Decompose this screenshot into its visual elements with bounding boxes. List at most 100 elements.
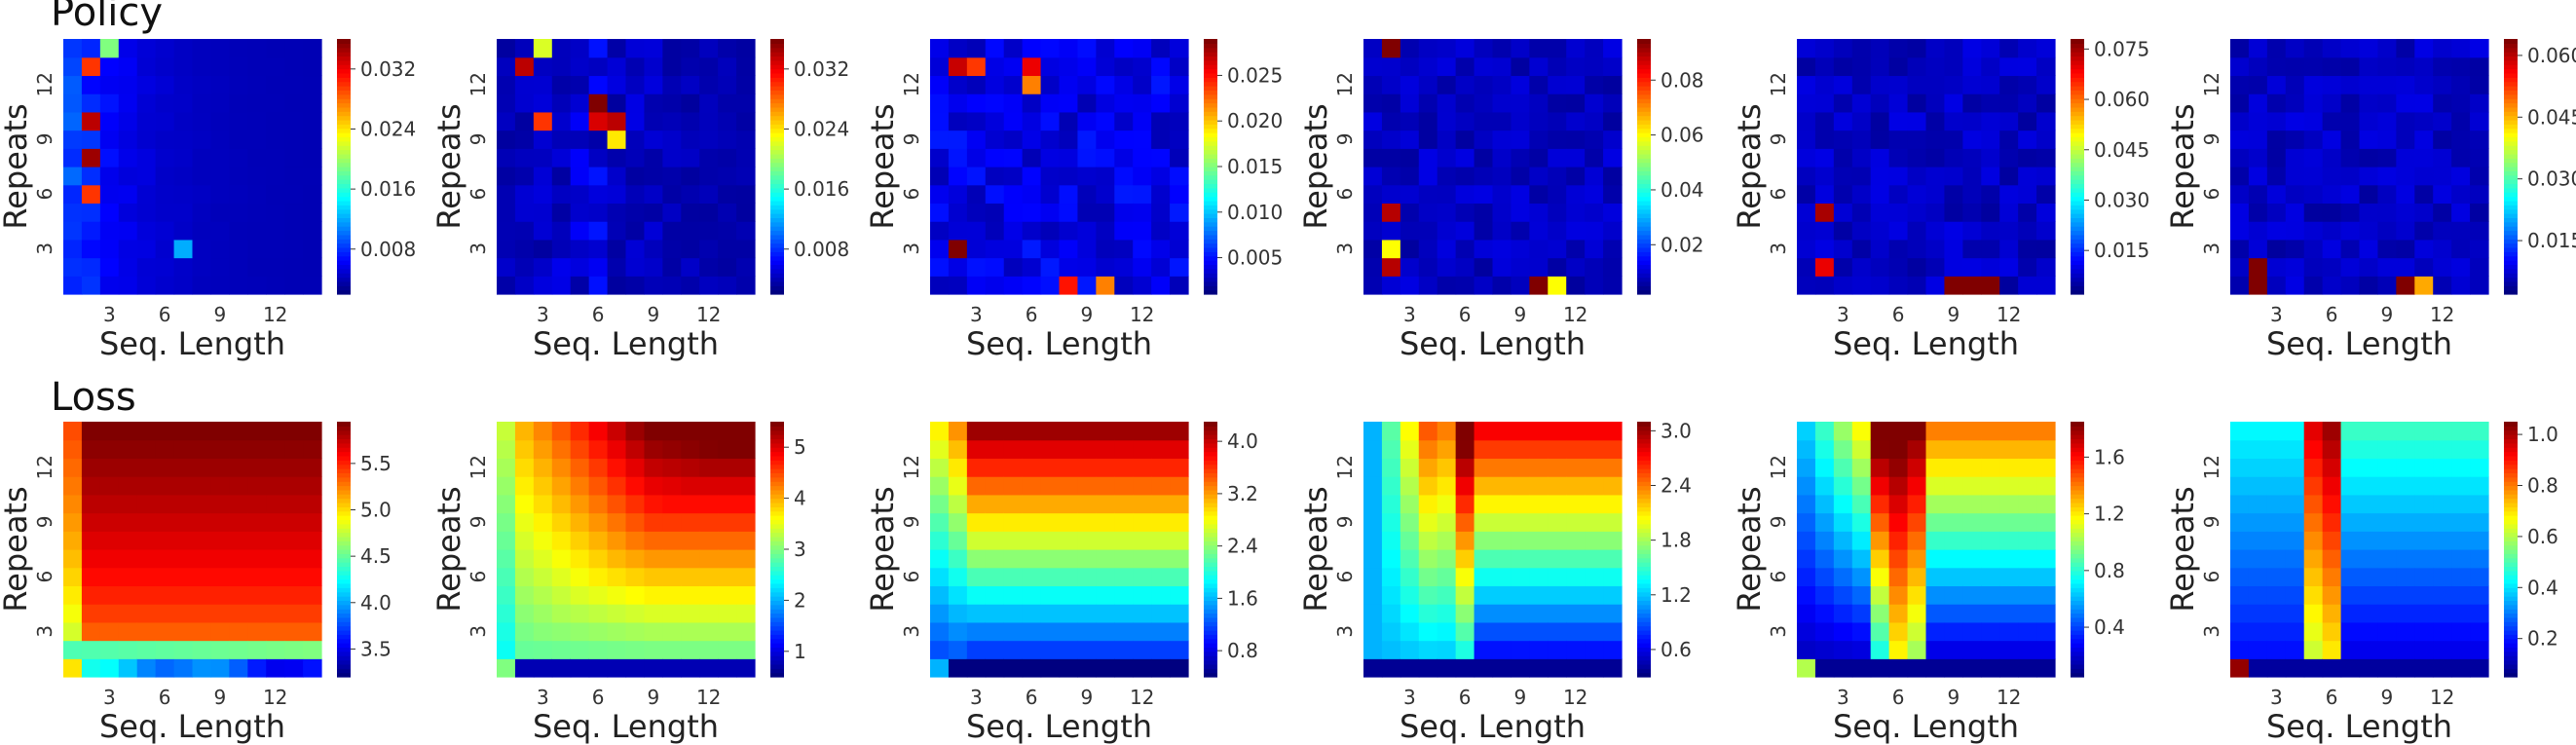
- heatmap-cell: [1133, 203, 1152, 222]
- heatmap-cell: [2322, 458, 2342, 477]
- heatmap-cell: [1077, 585, 1097, 605]
- heatmap-cell: [136, 494, 157, 514]
- heatmap-cell: [1022, 111, 1042, 131]
- heatmap-cell: [1151, 512, 1171, 532]
- heatmap-cell: [588, 148, 609, 168]
- heatmap-cell: [1511, 476, 1530, 496]
- colorbar-segment: [1637, 570, 1651, 576]
- heatmap-cell: [2377, 56, 2397, 77]
- heatmap-cell: [2230, 621, 2250, 642]
- heatmap-cell: [229, 93, 248, 113]
- heatmap-cell: [681, 221, 700, 241]
- heatmap-cell: [588, 640, 609, 659]
- heatmap-cell: [2230, 458, 2250, 477]
- heatmap-cell: [1944, 93, 1963, 113]
- heatmap-cell: [588, 167, 609, 186]
- heatmap-cell: [2359, 458, 2379, 477]
- heatmap-cell: [1925, 531, 1946, 550]
- heatmap-cell: [1962, 549, 1982, 569]
- heatmap-cell: [681, 422, 700, 441]
- heatmap-cell: [2451, 458, 2471, 477]
- heatmap-cell: [1059, 658, 1079, 678]
- heatmap-cell: [1418, 75, 1438, 94]
- colorbar-segment: [1637, 208, 1651, 214]
- heatmap-cell: [1003, 531, 1024, 550]
- x-tick-label: 12: [1997, 303, 2021, 326]
- heatmap-cell: [118, 494, 138, 514]
- heatmap-cell: [229, 494, 248, 514]
- colorbar-segment: [1204, 102, 1217, 108]
- colorbar-segment: [1637, 251, 1651, 257]
- heatmap-cell: [136, 439, 157, 460]
- y-tick-label: 12: [1333, 72, 1357, 96]
- heatmap-cell: [1981, 257, 2000, 277]
- heatmap-cell: [1603, 439, 1623, 460]
- heatmap-cell: [570, 257, 590, 277]
- heatmap-cell: [1096, 167, 1115, 186]
- heatmap-cell: [1962, 604, 1982, 623]
- colorbar-tick-label: 5: [794, 435, 806, 459]
- heatmap-cell: [1797, 93, 1816, 113]
- colorbar-tick-label: 0.005: [1227, 246, 1283, 270]
- heatmap-cell: [1455, 56, 1475, 77]
- heatmap-cell: [2377, 148, 2397, 168]
- colorbar-segment: [337, 239, 351, 244]
- heatmap-cell: [1548, 148, 1567, 168]
- heatmap-cell: [1851, 93, 1872, 113]
- heatmap-cell: [2036, 549, 2056, 569]
- heatmap-cell: [1603, 276, 1623, 295]
- colorbar-segment: [1637, 145, 1651, 151]
- heatmap-cell: [1059, 167, 1079, 186]
- heatmap-cell: [607, 167, 627, 186]
- y-tick-label: 12: [2200, 72, 2223, 96]
- colorbar-segment: [337, 582, 351, 588]
- heatmap-cell: [1833, 458, 1853, 477]
- heatmap-cell: [1455, 640, 1475, 659]
- colorbar-segment: [1204, 111, 1217, 117]
- colorbar-tick-label: 0.8: [1227, 639, 1258, 662]
- heatmap-cell: [1925, 494, 1946, 514]
- heatmap-cell: [2230, 184, 2250, 205]
- heatmap-cell: [1059, 494, 1079, 514]
- colorbar-segment: [2071, 553, 2084, 559]
- colorbar-segment: [770, 174, 784, 180]
- heatmap-cell: [2359, 604, 2379, 623]
- colorbar-segment: [770, 481, 784, 487]
- x-tick-label: 6: [1892, 303, 1905, 326]
- heatmap-cell: [284, 56, 304, 77]
- x-tick-label: 3: [103, 303, 116, 326]
- colorbar-segment: [1204, 663, 1217, 669]
- x-tick-label: 6: [1459, 303, 1472, 326]
- heatmap-cell: [948, 549, 968, 569]
- colorbar-segment: [1204, 426, 1217, 431]
- heatmap-cell: [662, 567, 682, 587]
- heatmap-cell: [1003, 422, 1024, 441]
- colorbar-segment: [770, 226, 784, 232]
- heatmap-cell: [985, 130, 1005, 149]
- heatmap-cell: [2303, 458, 2324, 477]
- heatmap-cell: [1059, 221, 1079, 241]
- heatmap-cell: [1907, 148, 1927, 168]
- heatmap-cell: [118, 130, 138, 149]
- heatmap-cell: [985, 567, 1005, 587]
- heatmap-cell: [229, 148, 248, 168]
- heatmap-cell: [2414, 512, 2434, 532]
- colorbar-segment: [2504, 451, 2518, 457]
- heatmap-cell: [1870, 549, 1890, 569]
- heatmap-cell: [1870, 276, 1890, 295]
- heatmap-cell: [303, 458, 322, 477]
- heatmap-cell: [1888, 276, 1909, 295]
- heatmap-cell: [588, 56, 609, 77]
- heatmap-cell: [2396, 148, 2415, 168]
- colorbar-segment: [1637, 591, 1651, 597]
- colorbar-segment: [1637, 149, 1651, 155]
- colorbar-tick-label: 0.6: [2527, 525, 2558, 548]
- heatmap-cell: [2018, 621, 2037, 642]
- heatmap-cell: [284, 239, 304, 259]
- heatmap-cell: [2396, 39, 2415, 58]
- heatmap-cell: [1437, 422, 1457, 441]
- colorbar-segment: [1204, 502, 1217, 507]
- heatmap-cell: [2303, 167, 2324, 186]
- colorbar-segment: [2071, 422, 2084, 427]
- heatmap-cell: [1474, 604, 1494, 623]
